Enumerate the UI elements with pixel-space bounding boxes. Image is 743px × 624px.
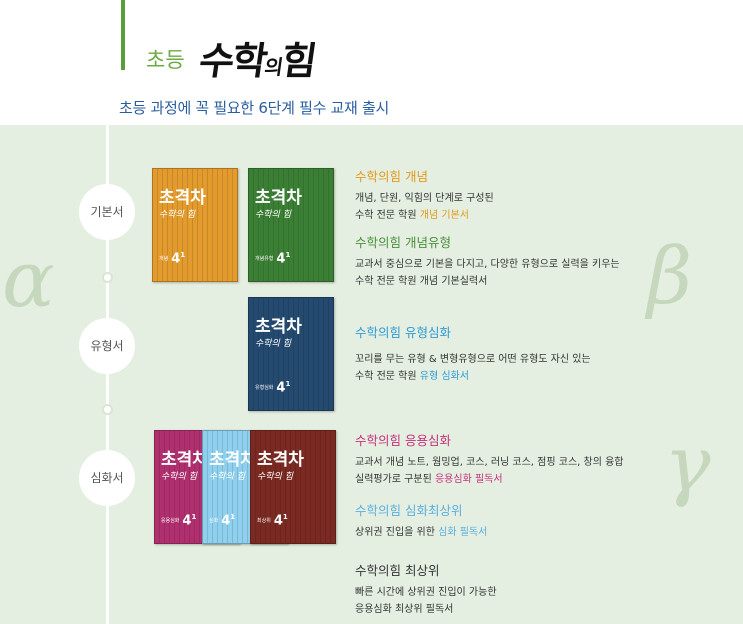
brand-title-main: 수학 xyxy=(196,38,269,83)
book-subtitle: 수학의 힘 xyxy=(209,472,245,482)
desc-line: 교과서 중심으로 기본을 다지고, 다양한 유형으로 실력을 키우는 xyxy=(355,259,620,270)
book-grade: 응용심화 41 xyxy=(161,513,197,529)
book-cover-type-advanced[interactable]: 초격차 수학의 힘 유형심화 41 xyxy=(248,297,334,411)
book-title: 초격차 xyxy=(255,188,302,208)
header: 초등 수학의힘 초등 과정에 꼭 필요한 6단계 필수 교재 출시 xyxy=(0,0,743,125)
timeline-node-advanced: 심화서 xyxy=(79,450,135,506)
desc-intensive: 수학의힘 심화최상위 상위권 진입을 위한 심화 필독서 xyxy=(355,500,487,541)
book-title: 초격차 xyxy=(209,450,256,470)
desc-line: 꼬리를 무는 유형 & 변형유형으로 어떤 유형도 자신 있는 xyxy=(355,354,591,365)
subtitle: 초등 과정에 꼭 필요한 6단계 필수 교재 출시 xyxy=(119,99,390,117)
desc-concept: 수학의힘 개념 개념, 단원, 익힘의 단계로 구성된 수학 전문 학원 개념 … xyxy=(355,166,494,224)
beta-symbol: β xyxy=(647,232,693,322)
book-title: 초격차 xyxy=(257,450,304,470)
book-grade: 개념 41 xyxy=(159,251,186,267)
desc-line: 수학 전문 학원 개념 기본서 xyxy=(355,210,469,221)
desc-line: 실력평가로 구분된 응용심화 필독서 xyxy=(355,474,503,485)
accent-bar xyxy=(121,0,125,70)
timeline-node-type: 유형서 xyxy=(79,318,135,374)
title-prefix: 초등 xyxy=(146,48,185,72)
book-cover-concept[interactable]: 초격차 수학의 힘 개념 41 xyxy=(152,168,238,282)
desc-heading: 수학의힘 응용심화 xyxy=(355,433,451,448)
timeline-dot xyxy=(102,272,113,283)
book-subtitle: 수학의 힘 xyxy=(257,472,293,482)
book-subtitle: 수학의 힘 xyxy=(255,210,291,220)
book-grade: 개념유형 41 xyxy=(255,251,291,267)
desc-heading: 수학의힘 최상위 xyxy=(355,563,440,578)
timeline-line xyxy=(106,125,109,624)
book-title: 초격차 xyxy=(255,317,302,337)
book-subtitle: 수학의 힘 xyxy=(161,472,197,482)
book-cover-concept-type[interactable]: 초격차 수학의 힘 개념유형 41 xyxy=(248,168,334,282)
book-grade: 최상위 41 xyxy=(257,513,288,529)
desc-line: 상위권 진입을 위한 심화 필독서 xyxy=(355,527,488,538)
timeline-dot xyxy=(102,404,113,415)
desc-heading: 수학의힘 유형심화 xyxy=(355,325,451,340)
desc-heading: 수학의힘 개념 xyxy=(355,169,428,184)
book-subtitle: 수학의 힘 xyxy=(255,339,291,349)
gamma-symbol: γ xyxy=(664,420,711,510)
desc-line: 수학 전문 학원 개념 기본실력서 xyxy=(355,276,488,287)
book-grade: 심화 41 xyxy=(209,513,236,529)
book-subtitle: 수학의 힘 xyxy=(159,210,195,220)
desc-line: 교과서 개념 노트, 웜밍업, 코스, 러닝 코스, 점핑 코스, 창의 융합 xyxy=(355,457,624,468)
desc-line: 수학 전문 학원 유형 심화서 xyxy=(355,371,469,382)
desc-top: 수학의힘 최상위 빠른 시간에 상위권 진입이 가능한 응용심화 최상위 필독서 xyxy=(355,560,497,618)
book-title: 초격차 xyxy=(159,188,206,208)
desc-heading: 수학의힘 개념유형 xyxy=(355,235,451,250)
alpha-symbol: α xyxy=(2,235,55,325)
book-grade: 유형심화 41 xyxy=(255,380,291,396)
desc-line: 응용심화 최상위 필독서 xyxy=(355,604,454,615)
book-title: 초격차 xyxy=(161,450,208,470)
desc-type-advanced: 수학의힘 유형심화 꼬리를 무는 유형 & 변형유형으로 어떤 유형도 자신 있… xyxy=(355,322,591,385)
desc-applied: 수학의힘 응용심화 교과서 개념 노트, 웜밍업, 코스, 러닝 코스, 점핑 … xyxy=(355,430,623,488)
desc-line: 개념, 단원, 익힘의 단계로 구성된 xyxy=(355,193,494,204)
timeline-node-basic: 기본서 xyxy=(79,184,135,240)
desc-heading: 수학의힘 심화최상위 xyxy=(355,503,463,518)
book-cover-top[interactable]: 초격차 수학의 힘 최상위 41 xyxy=(250,430,336,544)
brand-title: 수학의힘 xyxy=(196,30,319,85)
desc-concept-type: 수학의힘 개념유형 교과서 중심으로 기본을 다지고, 다양한 유형으로 실력을… xyxy=(355,232,620,290)
desc-line: 빠른 시간에 상위권 진입이 가능한 xyxy=(355,587,497,598)
brand-title-end: 힘 xyxy=(278,38,319,83)
